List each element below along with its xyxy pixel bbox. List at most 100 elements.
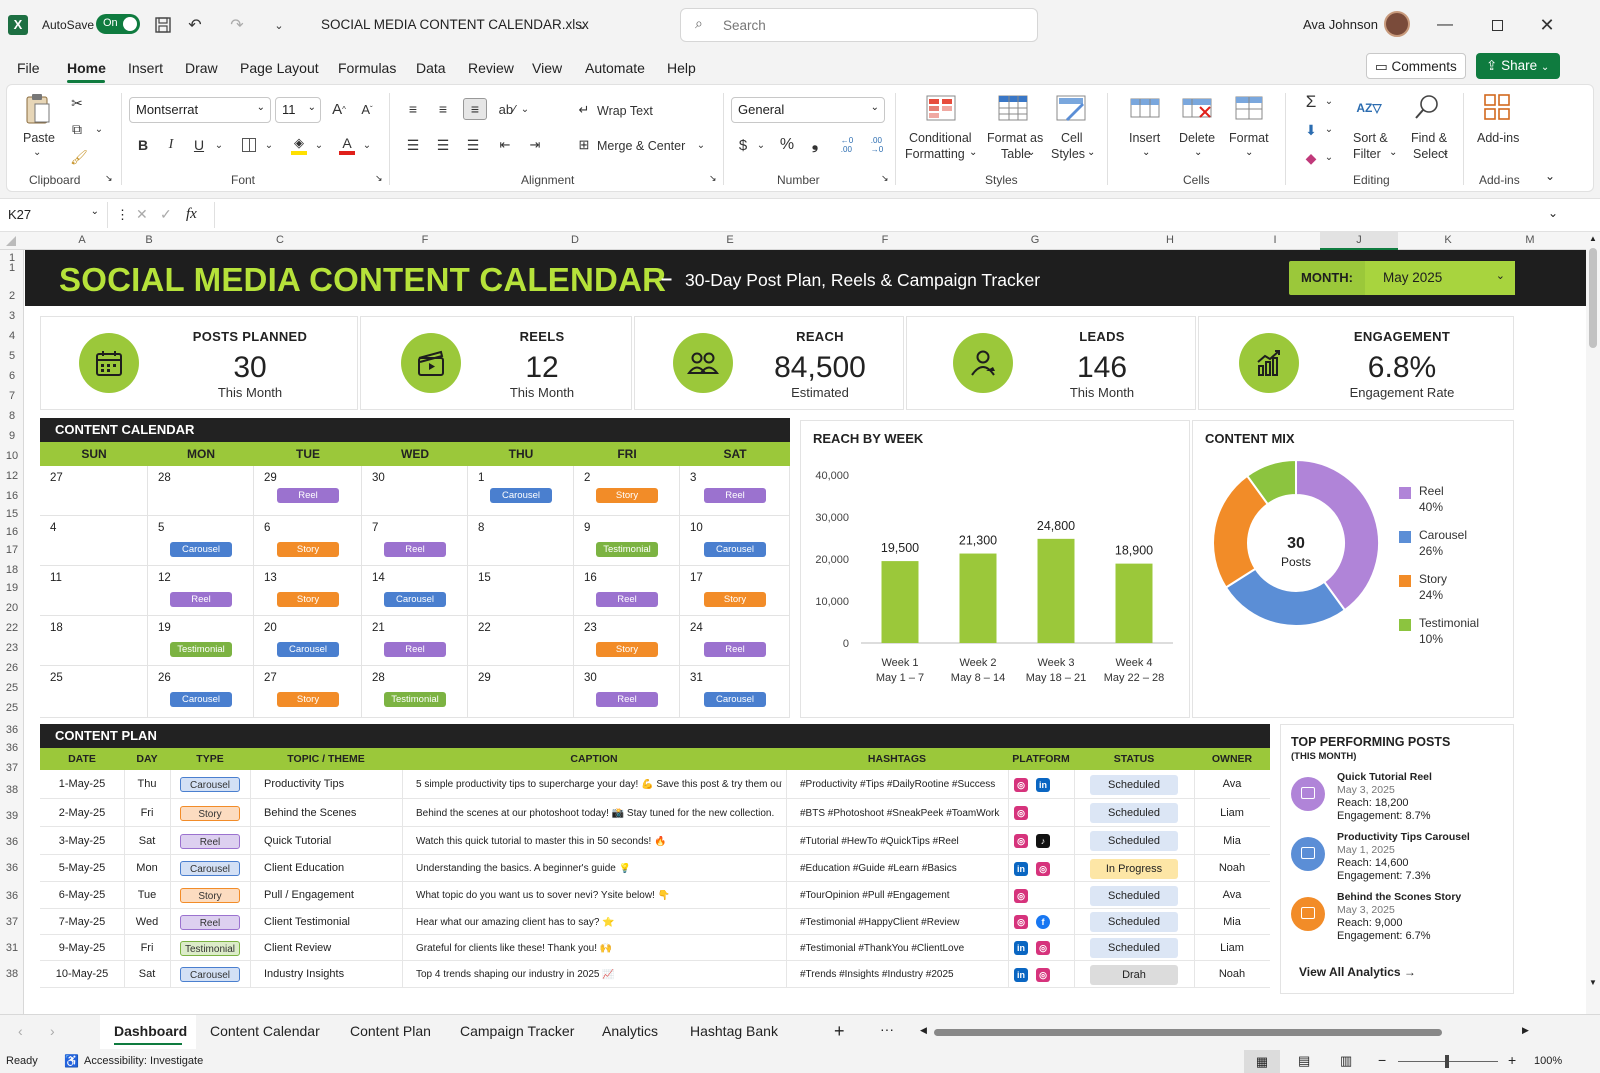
- post-pill-story[interactable]: Story: [277, 692, 339, 707]
- top-post-name[interactable]: Productivity Tips Carousel: [1337, 831, 1470, 843]
- sheet-tab-content-calendar[interactable]: Content Calendar: [210, 1023, 320, 1039]
- fill-icon[interactable]: ⬇: [1305, 121, 1317, 138]
- type-badge[interactable]: Reel: [180, 834, 240, 849]
- row-header[interactable]: 2: [8, 290, 16, 302]
- percent-icon[interactable]: %: [779, 136, 795, 153]
- calendar-day-cell[interactable]: 16 Reel: [574, 566, 680, 616]
- month-selector[interactable]: MONTH: May 2025 ⌄: [1289, 261, 1515, 295]
- row-header[interactable]: 38: [5, 784, 19, 796]
- scroll-down-icon[interactable]: ▼: [1589, 978, 1597, 987]
- more-sheets-icon[interactable]: ···: [880, 1021, 894, 1037]
- filename-chevron-icon[interactable]: ⌄: [576, 18, 588, 32]
- calendar-day-cell[interactable]: 4: [40, 516, 148, 566]
- minimize-icon[interactable]: —: [1437, 16, 1453, 33]
- instagram-icon[interactable]: ◎: [1014, 889, 1028, 903]
- facebook-icon[interactable]: f: [1036, 915, 1050, 929]
- calendar-day-cell[interactable]: 13 Story: [254, 566, 362, 616]
- cond-chevron-icon[interactable]: ⌄: [969, 147, 978, 158]
- col-header[interactable]: B: [145, 234, 153, 246]
- font-name-dropdown[interactable]: Montserrat ⌄: [129, 97, 271, 123]
- row-header[interactable]: 23: [5, 642, 19, 654]
- calendar-day-cell[interactable]: 12 Reel: [148, 566, 254, 616]
- increase-decimal-icon[interactable]: ←0.00: [840, 136, 854, 154]
- row-header[interactable]: 37: [5, 916, 19, 928]
- status-badge[interactable]: Scheduled: [1090, 803, 1178, 823]
- share-button[interactable]: ⇪ Share ⌄: [1476, 53, 1560, 79]
- linkedin-icon[interactable]: in: [1036, 778, 1050, 792]
- find-select-icon[interactable]: [1411, 91, 1443, 123]
- calendar-day-cell[interactable]: 25: [40, 666, 148, 718]
- menu-insert[interactable]: Insert: [128, 60, 164, 76]
- comma-style-icon[interactable]: ❟: [811, 136, 819, 153]
- cell-styles-label-2[interactable]: Styles: [1051, 147, 1086, 161]
- menu-file[interactable]: File: [17, 60, 40, 76]
- row-header[interactable]: 37: [5, 762, 19, 774]
- post-pill-reel[interactable]: Reel: [384, 642, 446, 657]
- calendar-day-cell[interactable]: 18: [40, 616, 148, 666]
- col-header[interactable]: F: [421, 234, 429, 246]
- row-header[interactable]: 17: [5, 544, 19, 556]
- calendar-day-cell[interactable]: 30: [362, 466, 468, 516]
- underline-chevron-icon[interactable]: ⌄: [214, 139, 224, 151]
- menu-home[interactable]: Home: [67, 60, 106, 76]
- delete-cells-label[interactable]: Delete: [1179, 131, 1216, 145]
- calendar-day-cell[interactable]: 1 Carousel: [468, 466, 574, 516]
- sheet-tab-campaign-tracker[interactable]: Campaign Tracker: [460, 1023, 575, 1039]
- merge-center-label[interactable]: Merge & Center: [597, 139, 686, 153]
- row-header[interactable]: 36: [5, 724, 19, 736]
- increase-indent-icon[interactable]: ⇥: [529, 137, 541, 152]
- row-header[interactable]: 1: [8, 252, 16, 264]
- format-as-table-label[interactable]: Format as: [987, 131, 1044, 145]
- accessibility-status[interactable]: Accessibility: Investigate: [84, 1055, 204, 1067]
- tab-next-icon[interactable]: ›: [50, 1023, 55, 1039]
- row-header[interactable]: 38: [5, 968, 19, 980]
- post-pill-testimonial[interactable]: Testimonial: [170, 642, 232, 657]
- instagram-icon[interactable]: ◎: [1014, 915, 1028, 929]
- col-header[interactable]: A: [78, 234, 86, 246]
- page-layout-view-icon[interactable]: ▤: [1298, 1053, 1311, 1068]
- row-header[interactable]: 18: [5, 564, 19, 576]
- menu-review[interactable]: Review: [468, 60, 514, 76]
- search-box[interactable]: ⌕ Search: [680, 8, 1038, 42]
- row-header[interactable]: 20: [5, 602, 19, 614]
- zoom-in-icon[interactable]: +: [1508, 1052, 1517, 1068]
- status-badge[interactable]: Scheduled: [1090, 912, 1178, 932]
- undo-icon[interactable]: ↶: [188, 17, 202, 34]
- more-options-icon[interactable]: ⋮: [116, 207, 129, 222]
- vertical-scroll-thumb[interactable]: [1589, 248, 1597, 348]
- zoom-level[interactable]: 100%: [1534, 1055, 1563, 1067]
- row-header[interactable]: 3: [8, 310, 16, 322]
- menu-automate[interactable]: Automate: [585, 60, 645, 76]
- row-header[interactable]: 19: [5, 582, 19, 594]
- post-pill-carousel[interactable]: Carousel: [704, 692, 766, 707]
- calendar-day-cell[interactable]: 26 Carousel: [148, 666, 254, 718]
- type-badge[interactable]: Testimonial: [180, 941, 240, 956]
- sort-filter-label-2[interactable]: Filter: [1353, 147, 1381, 161]
- currency-icon[interactable]: $: [738, 136, 748, 154]
- formula-input[interactable]: [214, 202, 1544, 228]
- post-pill-story[interactable]: Story: [277, 542, 339, 557]
- align-bottom-icon[interactable]: ≡: [463, 98, 487, 120]
- select-all-corner[interactable]: [6, 236, 16, 246]
- orientation-chevron-icon[interactable]: ⌄: [520, 103, 530, 115]
- type-badge[interactable]: Story: [180, 806, 240, 821]
- conditional-formatting-label-2[interactable]: Formatting: [905, 147, 965, 161]
- zoom-out-icon[interactable]: −: [1378, 1052, 1387, 1068]
- type-badge[interactable]: Reel: [180, 915, 240, 930]
- post-pill-carousel[interactable]: Carousel: [170, 692, 232, 707]
- tiktok-icon[interactable]: ♪: [1036, 834, 1050, 848]
- type-badge[interactable]: Carousel: [180, 777, 240, 792]
- status-badge[interactable]: Scheduled: [1090, 938, 1178, 958]
- zoom-slider-thumb[interactable]: [1445, 1055, 1449, 1068]
- month-dropdown[interactable]: May 2025 ⌄: [1365, 261, 1515, 295]
- menu-help[interactable]: Help: [667, 60, 696, 76]
- col-header[interactable]: H: [1166, 234, 1174, 246]
- avatar[interactable]: [1384, 11, 1410, 37]
- clear-icon[interactable]: ◆: [1305, 149, 1317, 166]
- calendar-day-cell[interactable]: 17 Story: [680, 566, 790, 616]
- format-as-table-icon[interactable]: [997, 93, 1029, 123]
- scroll-up-icon[interactable]: ▲: [1589, 234, 1597, 243]
- format-cells-icon[interactable]: [1233, 93, 1265, 123]
- row-header[interactable]: 6: [8, 370, 16, 382]
